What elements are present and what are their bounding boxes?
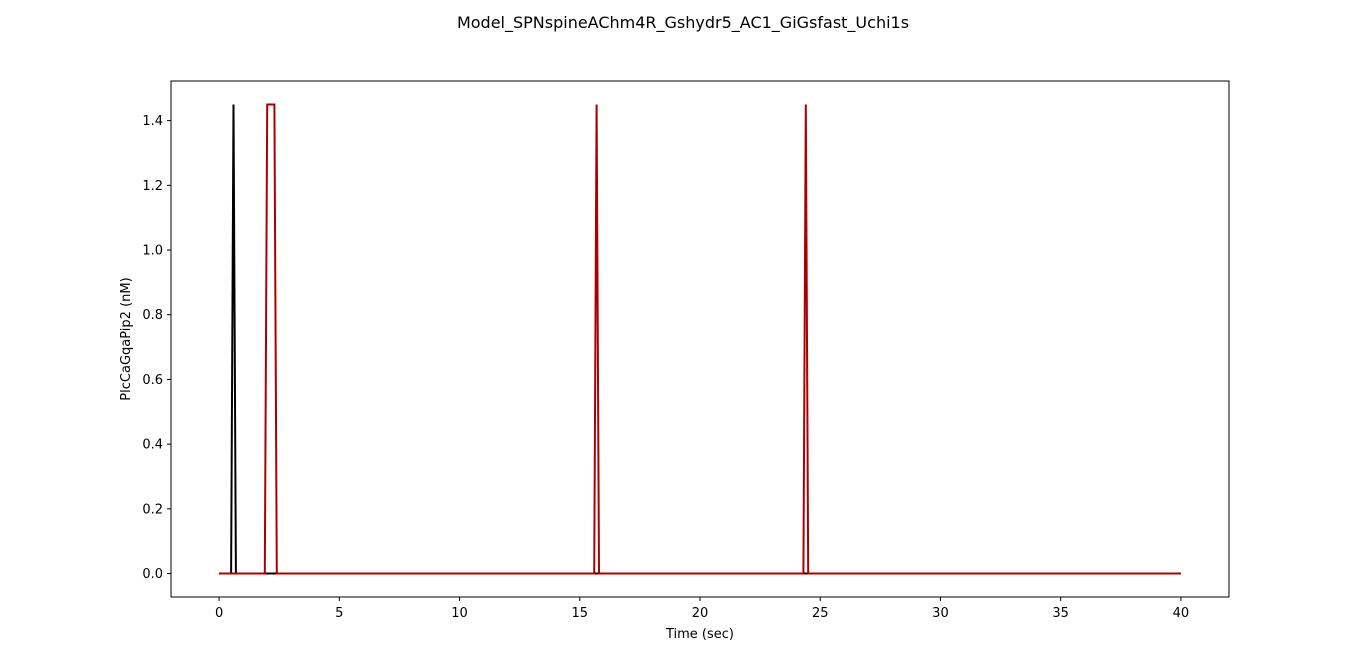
- series-line-2: [219, 103, 1181, 575]
- series-line-1: [219, 104, 1181, 575]
- x-tick-label: 0: [215, 606, 223, 621]
- y-tick-label: 1.2: [142, 179, 163, 194]
- y-tick-label: 1.0: [142, 244, 163, 259]
- x-tick-label: 25: [812, 606, 829, 621]
- x-tick-label: 10: [451, 606, 468, 621]
- x-axis-label: Time (sec): [665, 627, 734, 642]
- y-axis: 0.0 0.2 0.4 0.6 0.8 1.0 1.2 1.4: [142, 114, 171, 582]
- series-layer: [219, 103, 1181, 575]
- y-tick-label: 0.0: [142, 567, 163, 582]
- plot-area-frame: [170, 80, 1230, 598]
- chart-title: Model_SPNspineAChm4R_Gshydr5_AC1_GiGsfas…: [457, 13, 909, 33]
- x-tick-label: 35: [1052, 606, 1069, 621]
- x-tick-label: 15: [571, 606, 588, 621]
- x-axis: 0 5 10 15 20 25 30 35 40: [215, 597, 1189, 621]
- y-tick-label: 0.2: [142, 502, 163, 517]
- x-tick-label: 5: [335, 606, 343, 621]
- x-tick-label: 30: [932, 606, 949, 621]
- y-tick-label: 0.4: [142, 438, 163, 453]
- x-tick-label: 20: [692, 606, 709, 621]
- y-axis-label: PlcCaGqaPip2 (nM): [119, 277, 134, 400]
- y-tick-label: 1.4: [142, 114, 163, 129]
- y-tick-label: 0.6: [142, 373, 163, 388]
- x-tick-label: 40: [1173, 606, 1190, 621]
- y-tick-label: 0.8: [142, 308, 163, 323]
